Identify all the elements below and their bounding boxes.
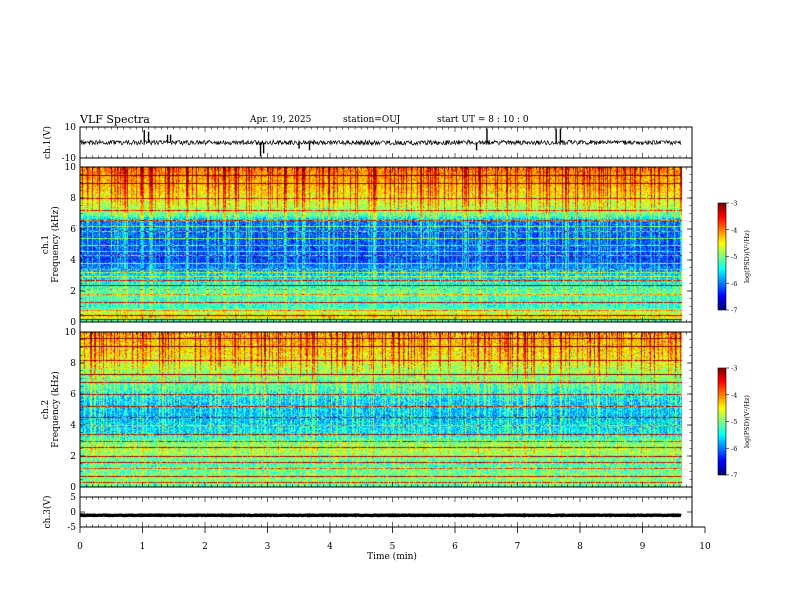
ytick-label-1-4: 8 — [70, 194, 76, 204]
chart-title: VLF Spectra — [80, 113, 150, 126]
ytick-label-2-2: 4 — [70, 421, 76, 431]
ch2-spectrogram-frame — [79, 331, 693, 488]
cbar-tick-label-1-1: -4 — [731, 226, 737, 234]
start-ut-label: start UT = 8 : 10 : 0 — [437, 115, 529, 125]
ytick-label-2-1: 2 — [70, 452, 76, 462]
ytick-label-1-3: 6 — [70, 225, 76, 235]
xtick-label-1: 1 — [140, 542, 146, 552]
xtick-label-0: 0 — [77, 542, 83, 552]
ch1-waveform-trace — [79, 138, 682, 147]
ytick-label-3-1: 0 — [70, 508, 76, 518]
xtick-label-3: 3 — [265, 542, 271, 552]
xtick-label-10: 10 — [699, 542, 711, 552]
ch1-colorbar-image — [718, 203, 726, 310]
ch2-colorbar-image — [718, 368, 726, 475]
x-axis-label: Time (min) — [367, 551, 417, 562]
ylabel-0: ch.1(V) — [42, 126, 53, 159]
ytick-label-1-1: 2 — [70, 287, 76, 297]
ytick-label-1-2: 4 — [70, 256, 76, 266]
colorbar-label-1: log(PSD)(V²/Hz) — [743, 230, 751, 283]
ytick-label-3-2: -5 — [67, 523, 76, 533]
ylabel2-1: Frequency (kHz) — [50, 206, 61, 283]
ch3-waveform-frame — [79, 496, 693, 528]
ylabel-3: ch.3(V) — [42, 496, 53, 529]
ytick-label-2-5: 10 — [65, 328, 77, 338]
ytick-label-1-0: 0 — [70, 318, 76, 328]
colorbar-frame-1 — [717, 202, 727, 311]
xtick-label-7: 7 — [515, 542, 521, 552]
ytick-label-2-3: 6 — [70, 390, 76, 400]
ylabel2-2: Frequency (kHz) — [50, 371, 61, 448]
cbar-tick-label-1-0: -3 — [731, 200, 737, 208]
cbar-tick-label-2-0: -3 — [731, 365, 737, 373]
ytick-label-2-0: 0 — [70, 483, 76, 493]
cbar-tick-label-2-3: -6 — [731, 445, 737, 453]
ch3-waveform-trace — [79, 512, 682, 518]
ytick-label-1-5: 10 — [65, 163, 77, 173]
date-label: Apr. 19, 2025 — [250, 115, 312, 125]
ytick-label-3-0: 5 — [70, 493, 76, 503]
ch2-spectrogram-image — [80, 332, 692, 487]
xtick-label-4: 4 — [327, 542, 333, 552]
cbar-tick-label-2-1: -4 — [731, 391, 737, 399]
station-label: station=OUJ — [343, 115, 401, 125]
cbar-tick-label-1-4: -7 — [731, 307, 737, 315]
cbar-tick-label-1-3: -6 — [731, 280, 737, 288]
xtick-label-2: 2 — [202, 542, 208, 552]
cbar-tick-label-1-2: -5 — [731, 253, 737, 261]
ylabel-2: ch.2 — [41, 400, 51, 419]
colorbar-label-2: log(PSD)(V²/Hz) — [743, 395, 751, 448]
colorbar-frame-2 — [717, 367, 727, 476]
cbar-tick-label-2-4: -7 — [731, 472, 737, 480]
xtick-label-5: 5 — [390, 542, 396, 552]
ch1-spectrogram-image — [80, 167, 692, 322]
ytick-label-2-4: 8 — [70, 359, 76, 369]
ytick-label-0-1: -10 — [62, 154, 77, 164]
xtick-label-8: 8 — [577, 542, 583, 552]
ylabel-1: ch.1 — [41, 235, 51, 254]
ytick-label-0-0: 10 — [65, 123, 77, 133]
xtick-label-9: 9 — [640, 542, 646, 552]
ch1-spectrogram-frame — [79, 166, 693, 323]
xtick-label-6: 6 — [452, 542, 458, 552]
cbar-tick-label-2-2: -5 — [731, 418, 737, 426]
